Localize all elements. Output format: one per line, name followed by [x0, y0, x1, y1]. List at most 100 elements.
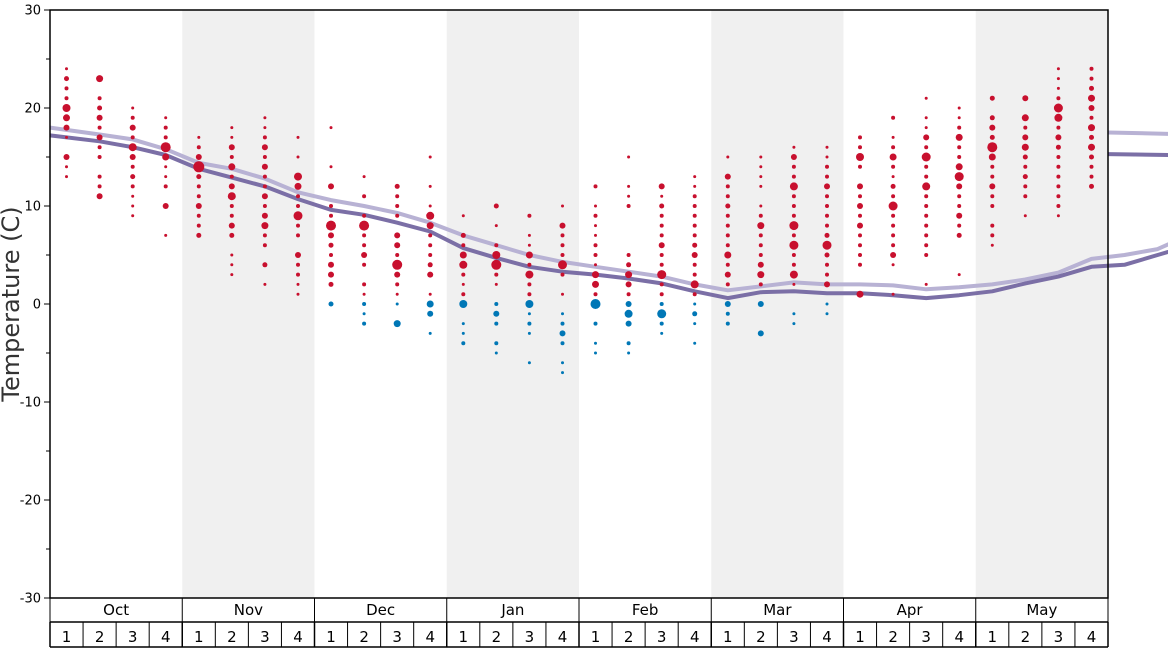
- warm-dot: [395, 204, 400, 208]
- warm-dot: [1056, 125, 1061, 130]
- warm-dot: [724, 251, 732, 259]
- warm-dot: [228, 144, 235, 151]
- cold-dot: [461, 331, 465, 335]
- warm-dot: [858, 194, 862, 199]
- week-label: 4: [954, 628, 964, 646]
- warm-dot: [1088, 94, 1095, 102]
- y-tick-label: -10: [20, 396, 41, 411]
- warm-dot: [1022, 134, 1029, 141]
- warm-dot: [1053, 103, 1063, 113]
- warm-dot: [362, 175, 366, 179]
- warm-dot: [195, 203, 202, 209]
- warm-dot: [825, 145, 829, 149]
- warm-dot: [957, 204, 962, 208]
- cold-dot: [792, 322, 796, 326]
- cold-dot: [494, 341, 499, 346]
- warm-dot: [461, 243, 466, 248]
- warm-dot: [924, 116, 928, 120]
- y-tick-label: 30: [24, 4, 41, 19]
- warm-dot: [461, 214, 465, 218]
- warm-dot: [328, 271, 334, 278]
- warm-dot: [227, 192, 236, 201]
- cold-dot: [428, 331, 432, 335]
- warm-dot: [825, 223, 829, 228]
- warm-dot: [594, 233, 597, 237]
- warm-dot: [362, 213, 367, 218]
- warm-dot: [724, 173, 731, 180]
- week-label: 4: [293, 628, 303, 646]
- warm-dot: [63, 124, 70, 131]
- warm-dot: [690, 280, 699, 289]
- cold-dot: [461, 322, 465, 326]
- warm-dot: [693, 175, 697, 179]
- warm-dot: [825, 164, 829, 169]
- warm-dot: [130, 174, 136, 180]
- warm-dot: [131, 194, 135, 198]
- y-tick-label: -20: [20, 494, 41, 509]
- warm-dot: [261, 163, 268, 170]
- warm-dot: [692, 242, 698, 248]
- warm-dot: [592, 280, 599, 288]
- warm-dot: [758, 282, 763, 287]
- warm-dot: [426, 211, 435, 220]
- week-label: 2: [756, 628, 766, 646]
- warm-dot: [825, 213, 829, 218]
- warm-dot: [294, 182, 302, 190]
- warm-dot: [924, 164, 929, 169]
- warm-dot: [329, 213, 333, 218]
- warm-dot: [791, 253, 796, 257]
- warm-dot: [63, 154, 70, 160]
- warm-dot: [1088, 124, 1095, 132]
- warm-dot: [65, 165, 68, 169]
- warm-dot: [955, 163, 963, 171]
- warm-dot: [924, 233, 929, 238]
- warm-dot: [97, 174, 102, 179]
- week-label: 2: [95, 628, 105, 646]
- warm-dot: [957, 125, 962, 130]
- warm-dot: [924, 145, 929, 150]
- warm-dot: [527, 213, 532, 218]
- warm-dot: [759, 204, 763, 208]
- cold-dot: [657, 309, 667, 319]
- warm-dot: [296, 282, 300, 286]
- warm-dot: [822, 240, 832, 250]
- warm-dot: [593, 292, 598, 297]
- warm-dot: [924, 282, 928, 286]
- warm-dot: [659, 233, 664, 238]
- warm-dot: [625, 281, 632, 288]
- warm-dot: [329, 126, 333, 130]
- warm-dot: [293, 211, 303, 221]
- warm-dot: [858, 213, 862, 218]
- warm-dot: [63, 114, 70, 122]
- warm-dot: [692, 204, 697, 208]
- warm-dot: [757, 261, 764, 268]
- week-label: 4: [690, 628, 700, 646]
- cold-dot: [561, 361, 564, 365]
- warm-dot: [459, 260, 468, 269]
- week-label: 2: [1021, 628, 1031, 646]
- warm-dot: [362, 194, 367, 199]
- warm-dot: [394, 242, 401, 249]
- warm-dot: [1023, 184, 1028, 189]
- warm-dot: [262, 155, 267, 159]
- y-tick-label: -30: [20, 592, 41, 607]
- warm-dot: [428, 253, 433, 257]
- warm-dot: [1056, 77, 1060, 81]
- warm-dot: [196, 174, 202, 180]
- warm-dot: [924, 126, 928, 130]
- warm-dot: [96, 114, 103, 121]
- cold-dot: [594, 341, 597, 345]
- warm-dot: [263, 116, 267, 120]
- warm-dot: [196, 194, 201, 199]
- warm-dot: [329, 165, 333, 169]
- warm-dot: [858, 145, 862, 150]
- warm-dot: [131, 214, 135, 218]
- warm-dot: [790, 154, 797, 160]
- warm-dot: [658, 183, 665, 190]
- cold-dot: [494, 321, 499, 326]
- warm-dot: [692, 272, 697, 277]
- warm-dot: [228, 163, 236, 171]
- warm-dot: [924, 204, 929, 208]
- warm-dot: [759, 165, 763, 169]
- cold-dot: [426, 300, 434, 308]
